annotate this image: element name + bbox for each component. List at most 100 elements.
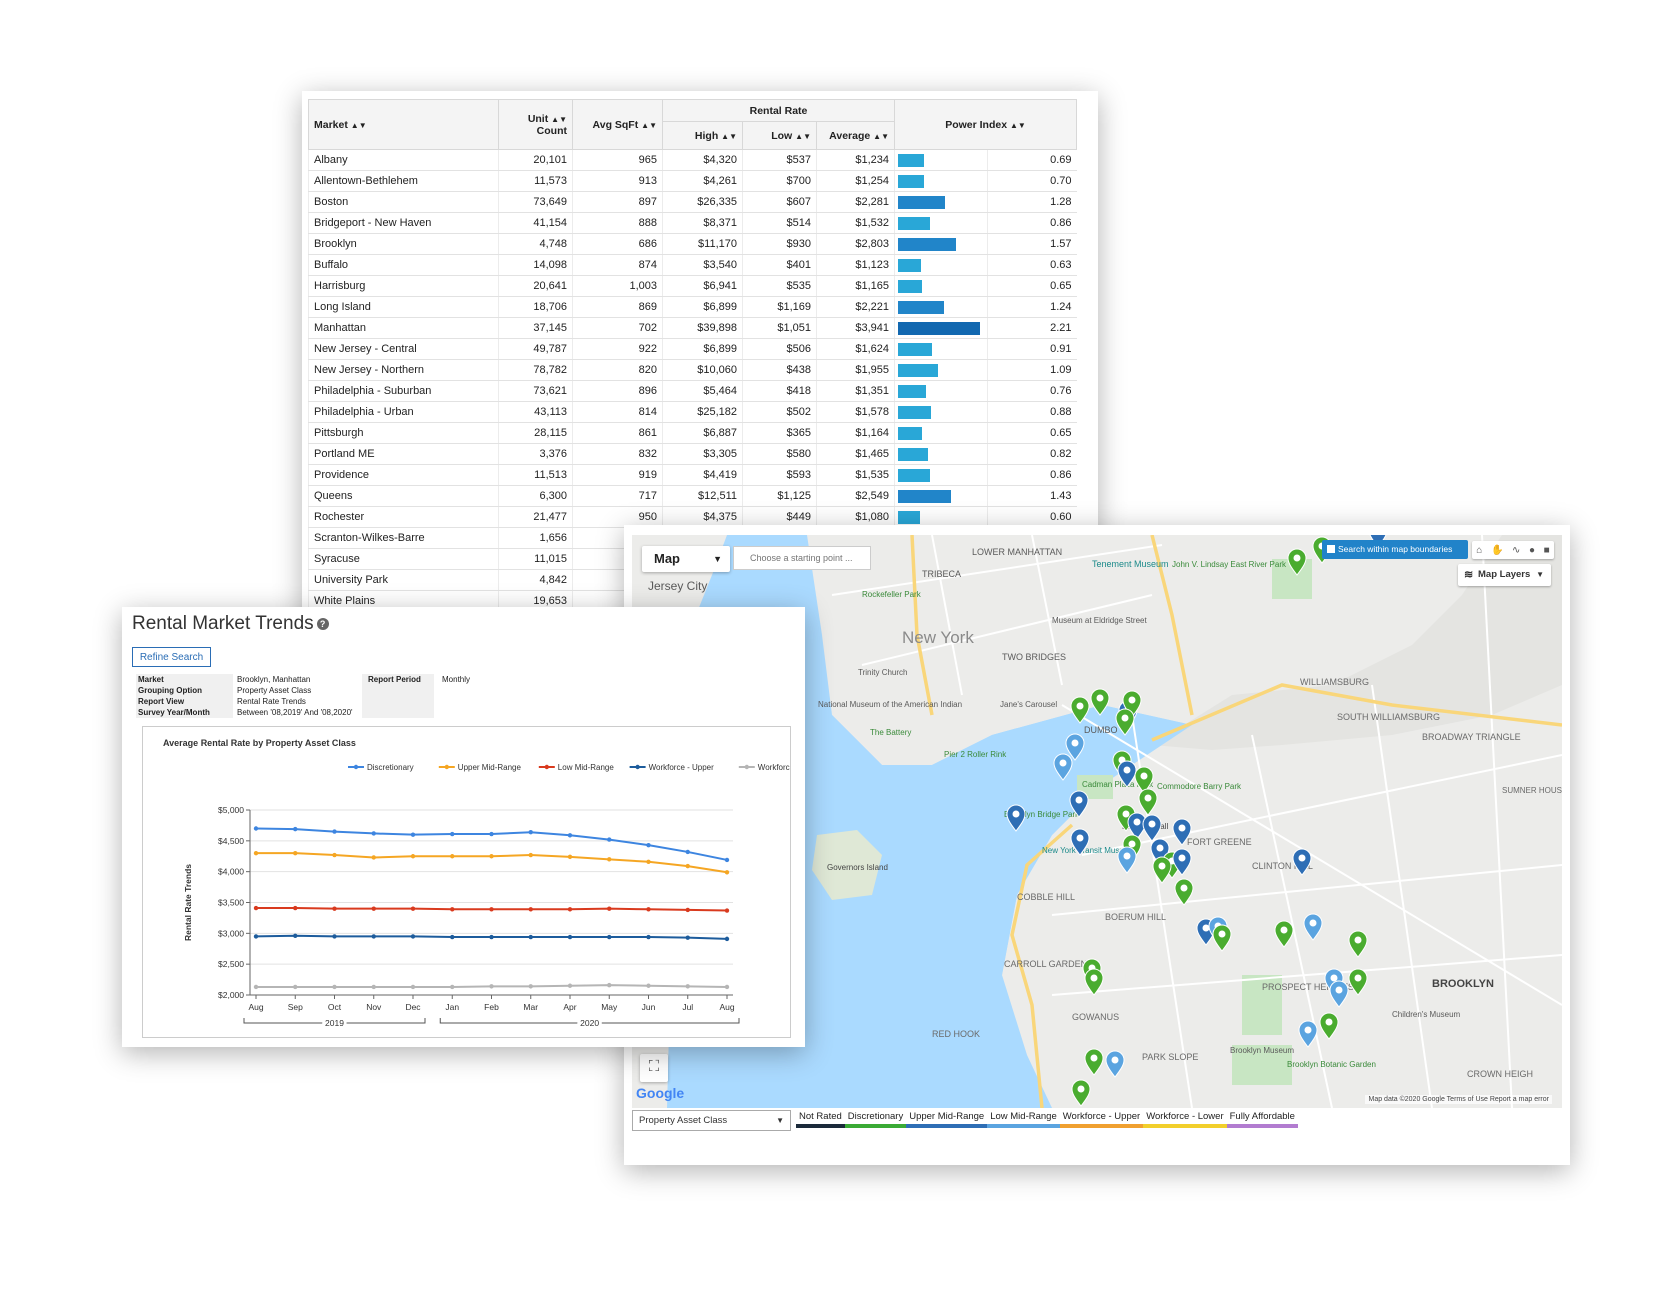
col-header-average[interactable]: Average ▲▼	[816, 121, 895, 150]
col-header-unit-count[interactable]: Unit ▲▼ Count	[498, 99, 573, 150]
table-row[interactable]: Allentown-Bethlehem 11,573 913 $4,261 $700 $1…	[308, 170, 1077, 192]
table-row[interactable]: Rochester 21,477 950 $4,375 $449 $1,080 0.60	[308, 506, 1077, 528]
map-pin-icon[interactable]	[1070, 828, 1090, 856]
rectangle-tool-icon[interactable]: ■	[1543, 544, 1550, 556]
map-pin-icon[interactable]	[1274, 920, 1294, 948]
legend-item[interactable]: Upper Mid-Range	[906, 1111, 988, 1128]
cell-average: $1,165	[816, 275, 895, 297]
table-row[interactable]: Harrisburg 20,641 1,003 $6,941 $535 $1,165 0.6…	[308, 275, 1077, 297]
cell-market: Long Island	[308, 296, 499, 318]
hand-tool-icon[interactable]: ✋	[1490, 544, 1504, 556]
col-header-high-label: High	[694, 129, 719, 142]
cell-low: $502	[742, 401, 817, 423]
legend-item[interactable]: Low Mid-Range	[987, 1111, 1060, 1128]
power-index-bar	[898, 258, 922, 272]
map-layers-button[interactable]: ≋ Map Layers ▼	[1458, 564, 1551, 586]
cell-avg-sqft: 888	[572, 212, 663, 234]
map-pin-icon[interactable]	[1006, 804, 1026, 832]
series-point	[567, 983, 573, 988]
map-pin-icon[interactable]	[1069, 790, 1089, 818]
legend-item[interactable]: Not Rated	[796, 1111, 845, 1128]
table-row[interactable]: Long Island 18,706 869 $6,899 $1,169 $2,221 1.…	[308, 296, 1077, 318]
map-pin-icon[interactable]	[1142, 814, 1162, 842]
table-row[interactable]: Boston 73,649 897 $26,335 $607 $2,281 1.28	[308, 191, 1077, 213]
table-row[interactable]: New Jersey - Central 49,787 922 $6,899 $506 $…	[308, 338, 1077, 360]
table-row[interactable]: Providence 11,513 919 $4,419 $593 $1,535 0.86	[308, 464, 1077, 486]
legend-item[interactable]: Fully Affordable	[1226, 1111, 1298, 1128]
table-row[interactable]: Buffalo 14,098 874 $3,540 $401 $1,123 0.63	[308, 254, 1077, 276]
map-pin-icon[interactable]	[1172, 848, 1192, 876]
table-row[interactable]: Albany 20,101 965 $4,320 $537 $1,234 0.69	[308, 149, 1077, 171]
cell-unit-count: 18,706	[498, 296, 573, 318]
map-pin-icon[interactable]	[1070, 696, 1090, 724]
map-pin-icon[interactable]	[1084, 1048, 1104, 1076]
table-row[interactable]: Philadelphia - Urban 43,113 814 $25,182 $502…	[308, 401, 1077, 423]
cell-average: $1,955	[816, 359, 895, 381]
power-index-bar	[898, 384, 927, 398]
map-pin-icon[interactable]	[1287, 548, 1307, 576]
col-header-avg-sqft[interactable]: Avg SqFt ▲▼	[572, 99, 663, 150]
map-pin-dot	[1354, 936, 1362, 944]
map-pin-icon[interactable]	[1298, 1020, 1318, 1048]
chart-canvas: $5,000 $4,500 $4,000 $3,500 $3,000 $2,500 $2,0…	[183, 763, 790, 1031]
series-point	[450, 934, 455, 940]
property-asset-class-select[interactable]: Property Asset Class ▼	[632, 1110, 791, 1131]
map-pin-icon[interactable]	[1105, 1050, 1125, 1078]
cell-avg-sqft: 861	[572, 422, 663, 444]
map-pin-icon[interactable]	[1152, 856, 1172, 884]
map-pin-icon[interactable]	[1134, 766, 1154, 794]
map-pin-icon[interactable]	[1292, 848, 1312, 876]
map-canvas[interactable]: Jersey City TRIBECA New York LOWER MANHA…	[632, 535, 1562, 1108]
fullscreen-button[interactable]: ⛶	[640, 1054, 668, 1082]
map-pin-icon[interactable]	[1174, 878, 1194, 906]
col-header-low[interactable]: Low ▲▼	[742, 121, 817, 150]
map-pin-icon[interactable]	[1138, 788, 1158, 816]
map-pin-icon[interactable]	[1117, 846, 1137, 874]
marker-tool-icon[interactable]: ⌂	[1476, 544, 1483, 556]
legend-item[interactable]: Workforce - Upper	[1059, 1111, 1144, 1128]
table-row[interactable]: Portland ME 3,376 832 $3,305 $580 $1,465 0.82	[308, 443, 1077, 465]
table-row[interactable]: Pittsburgh 28,115 861 $6,887 $365 $1,164 0.65	[308, 422, 1077, 444]
table-row[interactable]: Bridgeport - New Haven 41,154 888 $8,371 $51…	[308, 212, 1077, 234]
map-pin-icon[interactable]	[1319, 1012, 1339, 1040]
map-pin-icon[interactable]	[1329, 980, 1349, 1008]
map-pin-icon[interactable]	[1303, 913, 1323, 941]
map-pin-icon[interactable]	[1071, 1079, 1091, 1107]
starting-point-input[interactable]	[733, 546, 871, 570]
table-row[interactable]: New Jersey - Northern 78,782 820 $10,060 $43…	[308, 359, 1077, 381]
map-pin-icon[interactable]	[1065, 733, 1085, 761]
map-pin-icon[interactable]	[1348, 930, 1368, 958]
col-header-power-index[interactable]: Power Index ▲▼	[894, 99, 1077, 150]
table-row[interactable]: Brooklyn 4,748 686 $11,170 $930 $2,803 1.57	[308, 233, 1077, 255]
map-pin-icon[interactable]	[1172, 818, 1192, 846]
col-header-high[interactable]: High ▲▼	[662, 121, 743, 150]
property-pins[interactable]	[1006, 535, 1387, 1107]
map-type-select[interactable]: Map ▼	[642, 546, 730, 572]
table-row[interactable]: Manhattan 37,145 702 $39,898 $1,051 $3,941 2.2…	[308, 317, 1077, 339]
series-point	[567, 854, 573, 860]
question-circle-icon[interactable]: ?	[316, 617, 329, 630]
map-pin-icon[interactable]	[1212, 924, 1232, 952]
search-within-bounds-toggle[interactable]: Search within map boundaries	[1322, 540, 1468, 559]
table-row[interactable]: Queens 6,300 717 $12,511 $1,125 $2,549 1.43	[308, 485, 1077, 507]
refine-search-button[interactable]: Refine Search	[132, 647, 211, 667]
map-pin-icon[interactable]	[1084, 968, 1104, 996]
map-pin-icon[interactable]	[1053, 753, 1073, 781]
checkbox-icon[interactable]	[1327, 545, 1335, 553]
cell-average: $1,351	[816, 380, 895, 402]
y-tick-label: $4,000	[218, 867, 244, 877]
label-rockefeller-park: Rockefeller Park	[862, 590, 922, 599]
col-header-market[interactable]: Market ▲▼	[308, 99, 499, 150]
table-row[interactable]: Philadelphia - Suburban 73,621 896 $5,464 $4…	[308, 380, 1077, 402]
map-pin-dot	[1144, 794, 1152, 802]
polyline-tool-icon[interactable]: ∿	[1511, 544, 1521, 556]
map-pin-icon[interactable]	[1090, 688, 1110, 716]
legend-item[interactable]: Workforce - Lower	[1143, 1111, 1227, 1128]
map-pin-icon[interactable]	[1115, 708, 1135, 736]
map-pin-icon[interactable]	[1348, 968, 1368, 996]
map-place-labels: Jersey City TRIBECA New York LOWER MANHA…	[648, 547, 1562, 1079]
legend-item[interactable]: Discretionary	[844, 1111, 907, 1128]
circle-tool-icon[interactable]: ●	[1528, 544, 1536, 556]
label-cobble-hill: COBBLE HILL	[1017, 892, 1075, 902]
map-attribution[interactable]: Map data ©2020 Google Terms of Use Repor…	[1365, 1095, 1552, 1104]
